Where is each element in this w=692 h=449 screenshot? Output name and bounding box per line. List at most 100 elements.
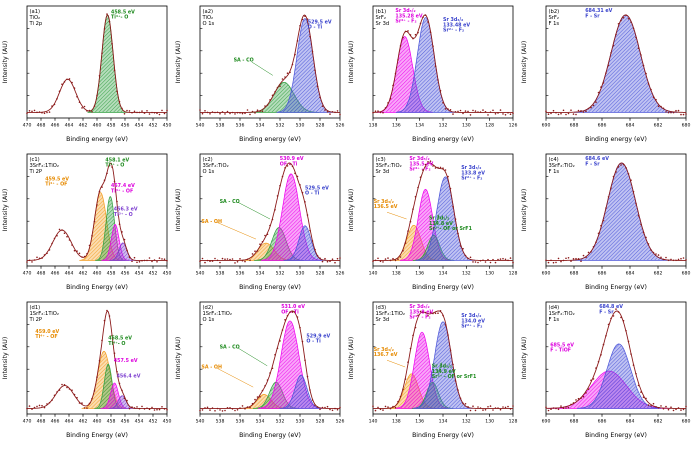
- raw-data-points: [199, 15, 341, 116]
- panel-region-label: O 1s: [203, 169, 215, 175]
- spectrum-plot-d1: 470 468 466 464 462 460 458 456 454 452 450 Binding…: [2, 301, 171, 439]
- x-axis-ticks: 470 468 466 464 462 460 458 456 454 452 450: [23, 118, 171, 129]
- plot-border: [545, 153, 687, 267]
- peak-annotation: SA - CO: [220, 199, 240, 205]
- x-tick-label: 134: [439, 271, 448, 277]
- envelope-fit-line: [373, 162, 513, 261]
- panel-sample-label: 1SrF₂:1TiO₂: [376, 311, 405, 317]
- x-tick-label: 138: [392, 419, 401, 425]
- panel-id-label: (c4): [549, 157, 559, 163]
- y-axis-ticks: [27, 324, 30, 392]
- envelope-fit-line: [27, 14, 167, 113]
- x-axis-label: Binding energy (eV): [585, 136, 647, 143]
- x-tick-label: 680: [682, 419, 691, 425]
- spectrum-plot-d4: 690 688 686 684 682 680 Binding Energy (eV) Int…: [521, 301, 691, 439]
- x-tick-label: 528: [316, 123, 325, 129]
- peak-annotation: Sr 3d₃/₂ 133.48 eV Sr²⁺ - F₂: [443, 17, 470, 33]
- raw-data-points: [545, 308, 687, 412]
- y-axis-label: Intensity (AU): [175, 189, 182, 232]
- peak-annotation: 458.5 eV Ti⁴⁺- O: [108, 336, 132, 347]
- plot-border: [199, 153, 341, 267]
- x-tick-label: 456: [121, 271, 130, 277]
- x-axis-label: Binding Energy (eV): [412, 432, 474, 439]
- peak-annotation: 684.6 eV F - Sr: [585, 156, 609, 167]
- raw-data-points: [372, 14, 514, 116]
- x-tick-label: 466: [51, 123, 60, 129]
- panel-d3: 140 138 136 134 132 130 128 Binding Energy (eV)…: [346, 297, 519, 445]
- x-axis-ticks: 540 538 536 534 532 530 528 526: [196, 414, 344, 425]
- y-axis-ticks: [373, 28, 376, 96]
- peak-annotation: 458.5 eV Ti⁴⁺- O: [111, 9, 135, 20]
- x-axis-ticks: 690 688 686 684 682 680: [542, 118, 691, 129]
- envelope-fit-line: [27, 162, 167, 261]
- x-tick-label: 536: [236, 123, 245, 129]
- y-axis-ticks: [200, 28, 203, 96]
- panel-id-label: (c2): [203, 157, 213, 163]
- plot-border: [545, 5, 687, 119]
- panel-b1: 138 136 134 132 130 128 126 Binding energy (eV)…: [346, 1, 519, 149]
- annotation-leader-line: [435, 214, 440, 226]
- x-axis-label: Binding Energy (eV): [585, 432, 647, 439]
- x-tick-label: 138: [392, 271, 401, 277]
- x-tick-label: 462: [79, 271, 88, 277]
- y-axis-ticks: [27, 176, 30, 244]
- x-tick-label: 134: [415, 123, 424, 129]
- x-tick-label: 452: [149, 271, 158, 277]
- peak-annotation: Sr 3d₃/₂ 134.0 eV Sr²⁺ - F₂: [461, 313, 485, 329]
- peak-annotation: 459.0 eV Ti⁴⁺ - OF: [35, 329, 59, 340]
- peak-annotation: 529.5 eV O - Ti: [308, 19, 332, 30]
- y-axis-ticks: [546, 28, 549, 96]
- envelope-fit-line: [200, 310, 340, 409]
- y-axis-ticks: [27, 28, 30, 96]
- raw-data-points: [199, 311, 341, 412]
- panel-c3: 140 138 136 134 132 130 128 Binding Energy (eV)…: [346, 149, 519, 297]
- panel-region-label: F 1s: [549, 317, 560, 323]
- spectrum-plot-d3: 140 138 136 134 132 130 128 Binding Energy (eV)…: [348, 301, 517, 439]
- annotation-leader-line: [251, 61, 273, 76]
- spectrum-plot-c2: 540 538 536 534 532 530 528 526 Binding Energy (…: [175, 153, 345, 291]
- y-axis-ticks: [546, 324, 549, 392]
- raw-data-points: [199, 163, 341, 264]
- x-tick-label: 682: [654, 123, 663, 129]
- y-axis-label: Intensity (AU): [348, 189, 355, 232]
- peak-annotation: 530.9 eV OF - Ti: [280, 156, 304, 167]
- x-tick-label: 690: [542, 123, 551, 129]
- x-tick-label: 534: [256, 123, 265, 129]
- x-tick-label: 684: [626, 271, 635, 277]
- spectrum-plot-b1: 138 136 134 132 130 128 126 Binding energy (eV)…: [348, 5, 517, 143]
- peak-annotation: Sr 3d₃/₂ 136.5 eV: [374, 199, 398, 210]
- x-tick-label: 460: [93, 123, 102, 129]
- x-tick-label: 130: [485, 271, 494, 277]
- x-tick-label: 462: [79, 123, 88, 129]
- panel-region-label: Sr 3d: [376, 317, 390, 323]
- x-tick-label: 458: [107, 123, 116, 129]
- x-axis-label: Binding Energy (eV): [239, 284, 301, 291]
- x-tick-label: 452: [149, 123, 158, 129]
- x-tick-label: 540: [196, 271, 205, 277]
- x-tick-label: 470: [23, 123, 32, 129]
- plot-border: [199, 301, 341, 415]
- x-tick-label: 140: [369, 271, 378, 277]
- x-tick-label: 530: [296, 271, 305, 277]
- y-axis-ticks: [546, 176, 549, 244]
- panel-id-label: (b1): [376, 9, 387, 15]
- peak-annotation: Sr 3d₅/₂ 135.8 eV Sr²⁺ - F₂: [409, 304, 433, 320]
- spectrum-plot-c1: 470 468 466 464 462 460 458 456 454 452 450 Binding…: [2, 153, 172, 291]
- x-tick-label: 526: [336, 271, 345, 277]
- peak-annotation: Sr 3d₅/₂ 134.8 eV Sr²⁺- OF or SrF1: [429, 216, 472, 232]
- x-axis-label: Binding energy (eV): [239, 136, 301, 143]
- x-tick-label: 534: [256, 271, 265, 277]
- x-tick-label: 454: [135, 123, 144, 129]
- peak-annotation: SA - CO: [220, 345, 240, 351]
- raw-data-points: [545, 163, 687, 264]
- x-tick-label: 680: [682, 123, 691, 129]
- x-axis-label: Binding Energy (eV): [239, 432, 301, 439]
- peak-annotation: 685.5 eV F - TiOF: [550, 342, 574, 353]
- x-tick-label: 538: [216, 123, 225, 129]
- x-tick-label: 458: [107, 271, 116, 277]
- panel-sample-label: TiO₂: [202, 15, 214, 21]
- x-tick-label: 132: [462, 419, 471, 425]
- y-axis-label: Intensity (AU): [348, 337, 355, 380]
- x-axis-ticks: 140 138 136 134 132 130 128: [369, 414, 517, 425]
- x-tick-label: 450: [163, 271, 172, 277]
